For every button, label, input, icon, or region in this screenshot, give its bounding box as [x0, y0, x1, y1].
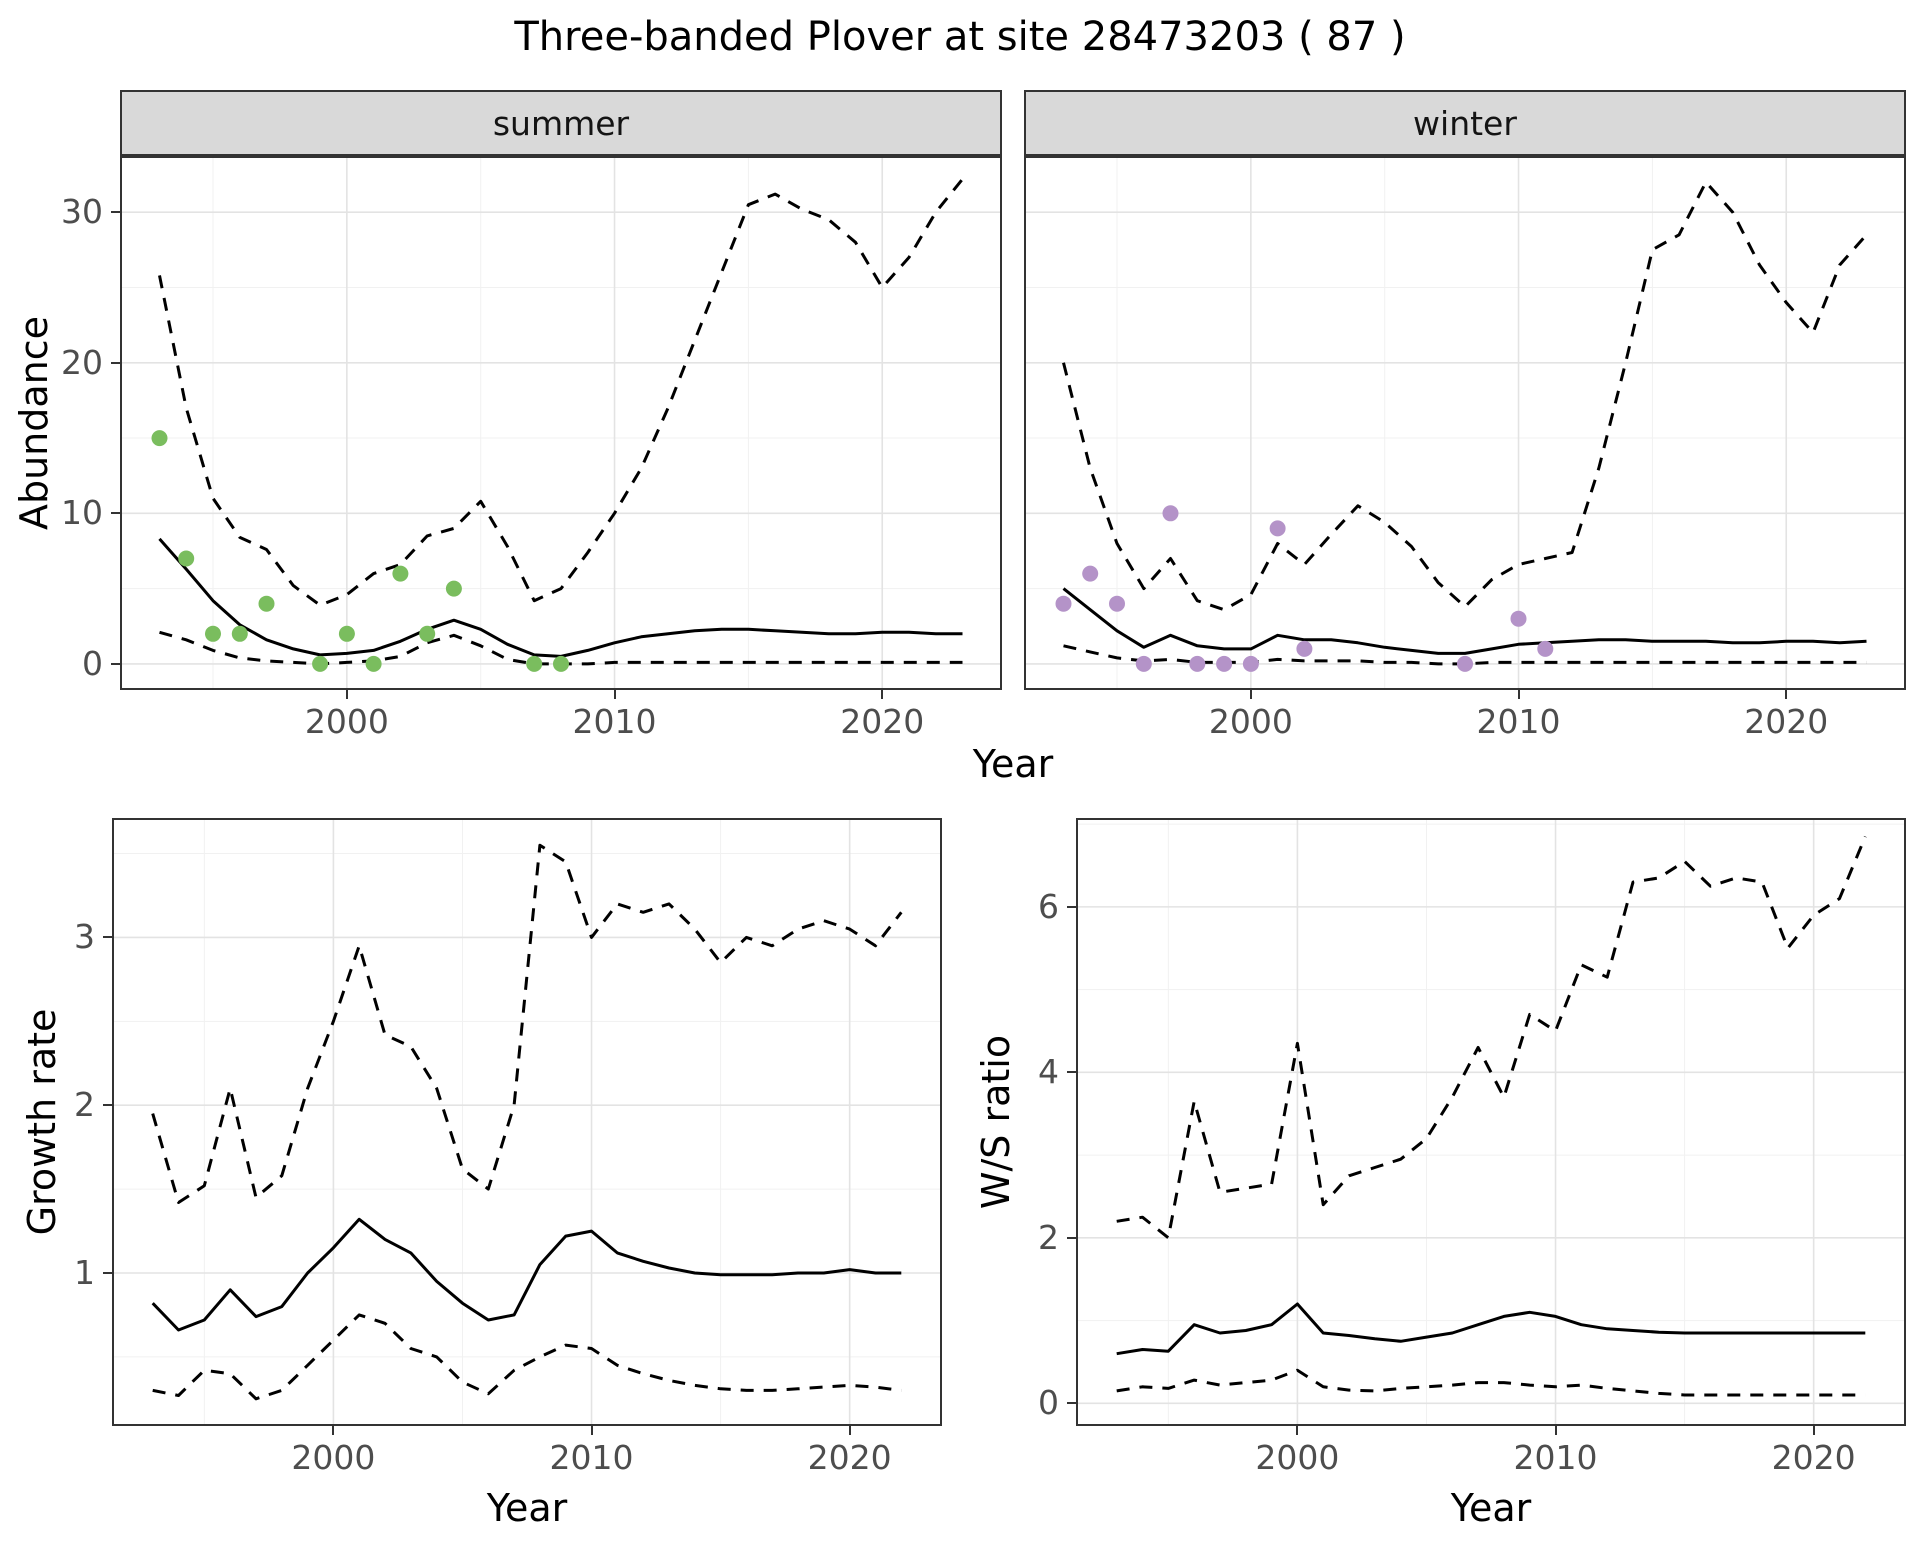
y-tick-label: 1: [74, 1253, 95, 1292]
x-tick-mark: [1785, 690, 1788, 699]
x-tick-mark: [1296, 1426, 1299, 1435]
y-tick-label: 20: [61, 342, 103, 382]
data-point-observed-counts: [365, 655, 382, 672]
x-tick-label: 2020: [1771, 1438, 1856, 1477]
y-tick-label: 6: [1038, 886, 1059, 926]
data-point-observed-counts: [1537, 640, 1554, 657]
y-tick-label: 0: [1038, 1383, 1059, 1423]
y-tick-label: 30: [61, 192, 103, 232]
data-point-observed-counts: [1242, 655, 1259, 672]
x-tick-mark: [613, 690, 616, 699]
data-point-observed-counts: [258, 595, 275, 612]
panel-abundance-summer: [120, 156, 1002, 690]
plot-title: Three-banded Plover at site 28473203 ( 8…: [514, 14, 1406, 60]
data-point-observed-counts: [1457, 655, 1473, 672]
series-ci_upper: [158, 178, 964, 607]
data-point-observed-counts: [231, 625, 248, 642]
data-point-observed-counts: [1296, 640, 1313, 657]
data-point-observed-counts: [553, 655, 569, 672]
y-tick-mark: [1067, 1236, 1076, 1239]
series-ci_upper: [1116, 835, 1867, 1240]
data-point-observed-counts: [526, 655, 543, 672]
y-tick-mark: [111, 512, 120, 515]
x-tick-label: 2010: [1513, 1438, 1598, 1477]
x-tick-label: 2020: [807, 1438, 892, 1477]
x-tick-label: 2020: [840, 702, 925, 741]
chart-growth-rate: [114, 820, 940, 1424]
data-point-observed-counts: [312, 655, 329, 672]
data-point-observed-counts: [151, 430, 168, 447]
data-point-observed-counts: [445, 580, 462, 597]
data-point-observed-counts: [205, 625, 221, 642]
y-tick-label: 2: [74, 1085, 95, 1125]
y-tick-mark: [1067, 1402, 1076, 1405]
data-point-observed-counts: [338, 625, 355, 642]
panel-abundance-winter: [1024, 156, 1906, 690]
x-axis-label-year-top: Year: [972, 742, 1054, 786]
y-tick-mark: [111, 361, 120, 364]
x-tick-label: 2000: [291, 1438, 376, 1477]
series-median: [1062, 587, 1867, 655]
x-tick-label: 2000: [1255, 1438, 1340, 1477]
y-tick-label: 4: [1038, 1052, 1059, 1092]
x-tick-mark: [590, 1426, 593, 1435]
x-tick-mark: [332, 1426, 335, 1435]
x-axis-label-year-growth: Year: [486, 1486, 568, 1530]
y-tick-mark: [103, 1272, 112, 1274]
series-ci_lower: [152, 1313, 902, 1401]
data-point-observed-counts: [1082, 565, 1099, 582]
x-tick-mark: [1812, 1426, 1815, 1435]
data-point-observed-counts: [1189, 655, 1206, 672]
x-tick-mark: [1517, 690, 1520, 699]
x-tick-label: 2020: [1744, 702, 1829, 741]
data-point-observed-counts: [1216, 655, 1233, 672]
x-tick-mark: [881, 690, 884, 699]
y-tick-mark: [1067, 905, 1076, 908]
x-tick-mark: [345, 690, 348, 699]
series-ci_lower: [1116, 1368, 1866, 1397]
x-tick-label: 2000: [1208, 702, 1293, 741]
data-point-observed-counts: [419, 625, 436, 642]
facet-strip-winter: winter: [1024, 90, 1906, 156]
data-point-observed-counts: [1135, 655, 1152, 672]
y-tick-mark: [103, 936, 112, 939]
x-tick-mark: [848, 1426, 851, 1435]
data-point-observed-counts: [1162, 505, 1179, 522]
series-median: [151, 1217, 902, 1332]
y-tick-mark: [111, 662, 120, 665]
x-axis-label-year-ws: Year: [1450, 1486, 1532, 1530]
data-point-observed-counts: [1510, 610, 1527, 627]
panel-ws-ratio: [1076, 818, 1906, 1426]
chart-abundance-summer: [122, 158, 1000, 688]
chart-abundance-winter: [1026, 158, 1904, 688]
x-tick-mark: [1249, 690, 1252, 699]
y-tick-label: 10: [61, 493, 103, 533]
data-point-observed-counts: [178, 550, 195, 567]
y-tick-mark: [103, 1104, 112, 1107]
series-ci_upper: [151, 843, 903, 1204]
x-tick-label: 2010: [549, 1438, 634, 1477]
facet-strip-summer: summer: [120, 90, 1002, 156]
panel-growth-rate: [112, 818, 942, 1426]
x-tick-label: 2010: [572, 702, 657, 741]
series-median: [1116, 1302, 1866, 1356]
x-tick-mark: [1554, 1426, 1557, 1435]
x-tick-label: 2010: [1476, 702, 1561, 741]
y-tick-label: 2: [1038, 1217, 1059, 1257]
y-tick-label: 0: [82, 643, 103, 683]
series-median: [158, 537, 963, 658]
series-ci_upper: [1062, 180, 1868, 612]
chart-ws-ratio: [1078, 820, 1904, 1424]
y-tick-mark: [111, 211, 120, 214]
data-point-observed-counts: [1269, 520, 1286, 537]
x-tick-label: 2000: [304, 702, 389, 741]
y-tick-mark: [1067, 1071, 1076, 1074]
y-tick-label: 3: [74, 917, 95, 957]
data-point-observed-counts: [392, 565, 409, 582]
data-point-observed-counts: [1109, 595, 1125, 612]
data-point-observed-counts: [1055, 595, 1072, 612]
